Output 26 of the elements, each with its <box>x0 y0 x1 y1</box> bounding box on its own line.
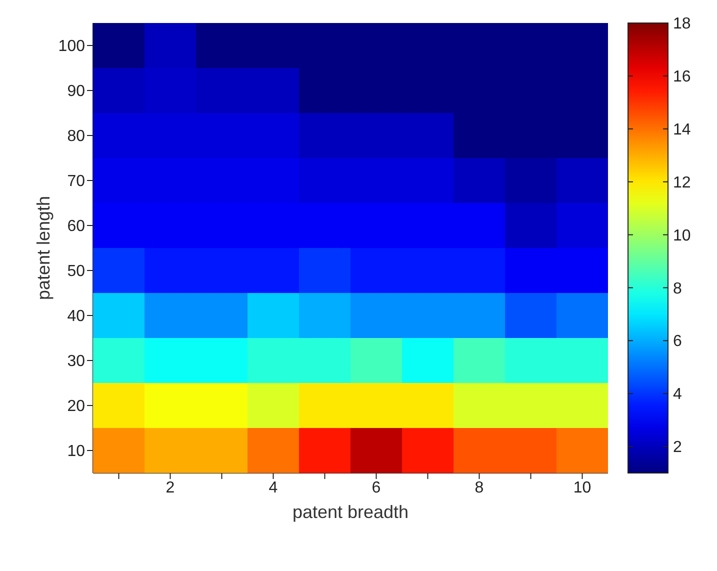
x-axis-title: patent breadth <box>292 502 409 522</box>
y-tick-label: 80 <box>67 128 86 146</box>
color-bar-label: 6 <box>673 333 682 350</box>
color-bar-label: 8 <box>673 280 682 298</box>
y-tick-label: 90 <box>67 83 86 100</box>
color-bar-label: 4 <box>673 386 682 404</box>
color-bar-label: 14 <box>673 121 691 138</box>
color-bar-label: 18 <box>673 16 691 33</box>
y-tick-label: 70 <box>67 173 86 190</box>
y-tick-label: 60 <box>67 218 86 236</box>
y-tick-label: 10 <box>67 443 86 460</box>
x-tick-label: 8 <box>474 479 484 496</box>
color-bar-label: 16 <box>673 68 691 86</box>
y-tick-label: 100 <box>58 38 86 56</box>
y-tick-label: 50 <box>67 263 86 280</box>
y-tick-label: 20 <box>67 398 86 416</box>
x-tick-label: 4 <box>268 479 278 496</box>
x-tick-label: 6 <box>372 479 381 496</box>
y-tick-label: 30 <box>67 353 86 370</box>
color-bar-label: 12 <box>673 174 691 192</box>
color-bar-label: 10 <box>673 227 691 244</box>
x-tick-label: 2 <box>166 479 175 496</box>
y-axis-title: patent length <box>33 196 54 300</box>
color-bar-label: 2 <box>673 439 682 456</box>
x-tick-label: 10 <box>573 479 592 496</box>
y-tick-label: 40 <box>67 308 86 326</box>
